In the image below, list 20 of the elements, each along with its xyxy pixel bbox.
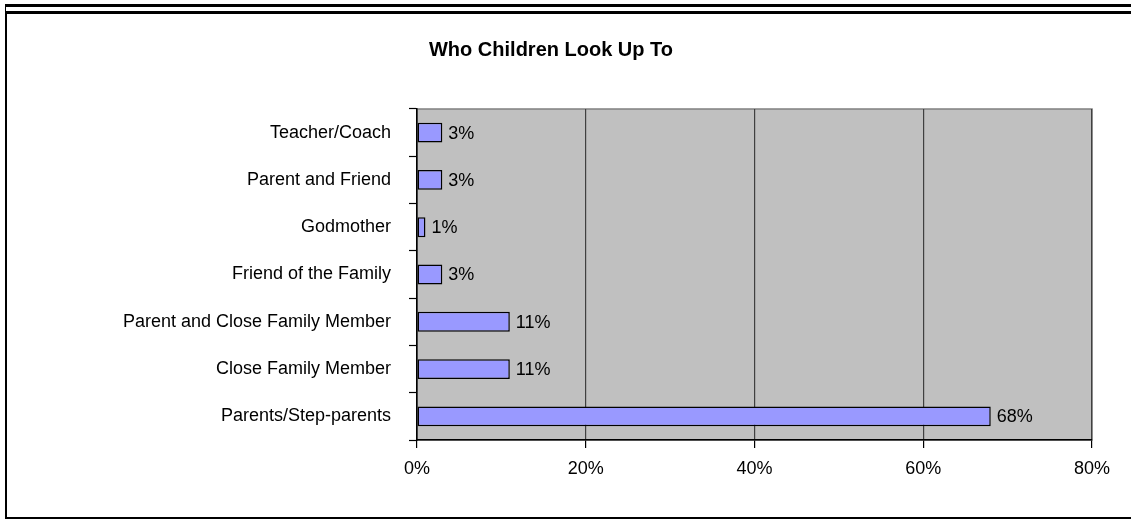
data-label: 68%	[996, 406, 1033, 427]
y-tick-label: Close Family Member	[215, 358, 391, 379]
y-tick-label: Teacher/Coach	[269, 121, 391, 142]
y-tick-label: Parent and Close Family Member	[122, 310, 391, 331]
data-label: 3%	[448, 264, 475, 285]
chart-title: Who Children Look Up To	[428, 37, 674, 60]
x-tick-label: 20%	[567, 457, 604, 478]
data-label: 1%	[431, 217, 458, 238]
x-tick-label: 0%	[403, 457, 431, 478]
data-label: 3%	[448, 122, 475, 143]
data-label: 3%	[448, 169, 475, 190]
data-label: 11%	[515, 359, 551, 380]
data-label: 11%	[515, 311, 551, 332]
x-tick-label: 40%	[736, 457, 773, 478]
y-tick-label: Friend of the Family	[231, 263, 391, 284]
x-tick-label: 80%	[1073, 457, 1111, 478]
x-tick-label: 60%	[905, 457, 942, 478]
y-tick-label: Parents/Step-parents	[220, 405, 391, 426]
y-tick-label: Parent and Friend	[246, 168, 391, 189]
y-tick-label: Godmother	[300, 216, 391, 237]
